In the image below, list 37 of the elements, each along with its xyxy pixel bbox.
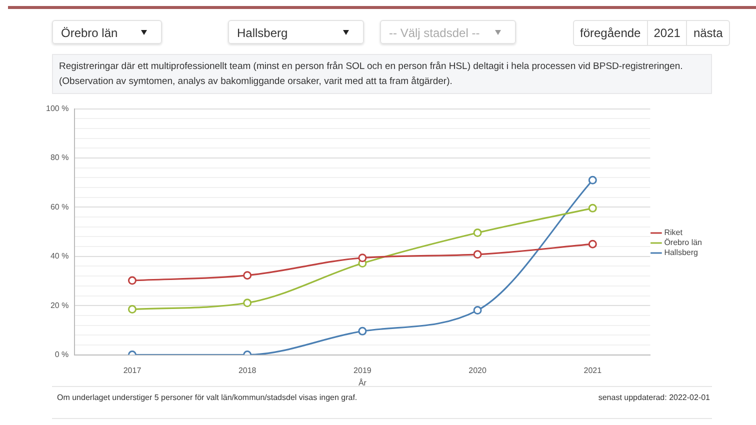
- point: [473, 250, 482, 259]
- text: Om underlaget understiger 5 personer för valt län/kommun/stadsdel visas ingen graf.: [57, 393, 358, 402]
- text: senast uppdaterad: 2022-02-01: [598, 393, 710, 402]
- legend-label: Örebro län: [664, 238, 702, 248]
- point: [588, 176, 597, 184]
- x-tick-label: 2017: [123, 366, 142, 375]
- text: nästa: [686, 21, 729, 45]
- y-tick-label: 80 %: [50, 153, 69, 162]
- text: -- Välj stadsdel --: [389, 26, 480, 40]
- point: [588, 204, 597, 212]
- point: [128, 305, 136, 314]
- chart-subtitle: (Observation av symtomen, analys av bakomliggande orsaker, varit med att ta fram åtgärder).: [59, 75, 454, 89]
- point: [473, 306, 482, 315]
- point: [358, 326, 367, 336]
- y-tick-label: 100 %: [46, 104, 69, 114]
- x-tick-label: 2018: [238, 366, 257, 375]
- point: [358, 254, 367, 262]
- legend-label: Riket: [664, 228, 684, 238]
- y-tick-label: 20 %: [50, 300, 69, 310]
- point: [588, 240, 597, 248]
- point: [473, 228, 482, 238]
- x-axis-title: År: [358, 378, 367, 388]
- text: föregående: [579, 25, 642, 42]
- y-tick-label: 60 %: [50, 202, 69, 212]
- x-tick-label: 2021: [584, 366, 602, 375]
- text: 2021: [646, 21, 686, 45]
- x-tick-label: 2020: [468, 366, 487, 375]
- text: Hallsberg: [237, 26, 288, 40]
- point: [243, 298, 252, 308]
- y-tick-label: 0 %: [54, 350, 69, 360]
- text: Örebro län: [61, 26, 118, 40]
- point: [243, 271, 252, 280]
- legend-label: Hallsberg: [664, 248, 698, 258]
- point: [128, 276, 136, 285]
- x-tick-label: 2019: [354, 366, 372, 375]
- chart-title: Registreringar där ett multiprofessionellt team (minst en person från SOL och en person från HSL) deltagit i hela processen vid BPSD-registreringen.: [59, 60, 684, 74]
- y-tick-label: 40 %: [50, 252, 69, 261]
